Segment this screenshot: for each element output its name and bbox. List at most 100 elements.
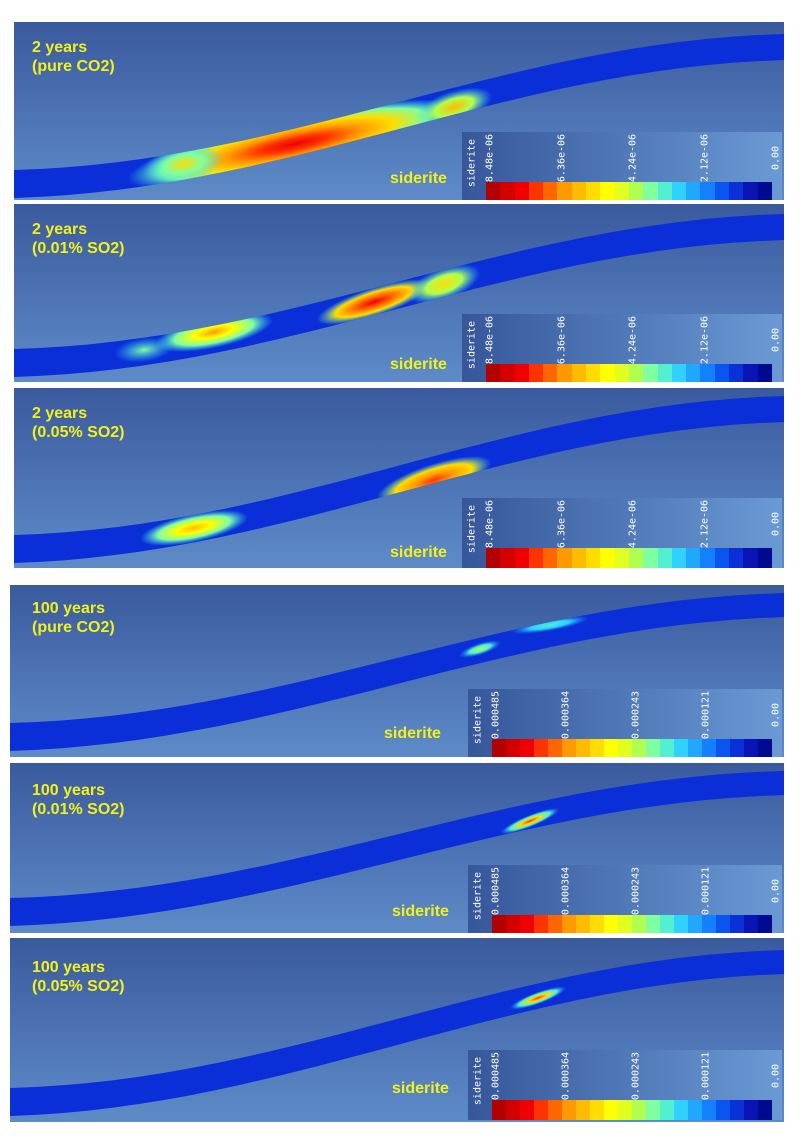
colorbar-swatch — [492, 739, 506, 757]
colorbar-tick-label: 6.36e-06 — [555, 315, 569, 365]
colorbar-swatch — [729, 548, 744, 568]
panel-title: 2 years (0.01% SO2) — [32, 220, 124, 258]
colorbar-title-text: siderite — [466, 320, 478, 370]
colorbar-swatch — [646, 1100, 660, 1120]
colorbar-swatch — [534, 915, 548, 933]
colorbar-title-text: siderite — [466, 138, 478, 188]
colorbar-swatch — [500, 364, 515, 382]
colorbar-swatch — [604, 739, 618, 757]
simulation-panel: 2 years (pure CO2) siderite siderite 8.48e-0… — [14, 22, 784, 200]
tick-text: 0.000364 — [560, 866, 572, 916]
variable-label: siderite — [392, 1080, 449, 1097]
colorbar-tick-label: 0.000364 — [559, 866, 573, 916]
tick-text: 0.00 — [770, 327, 782, 353]
tick-text: 0.00 — [770, 1063, 782, 1089]
colorbar-swatch — [586, 364, 601, 382]
colorbar-swatch — [660, 1100, 674, 1120]
colorbar-tick-label: 8.48e-06 — [483, 499, 497, 549]
tick-text: 0.000485 — [490, 1051, 502, 1101]
panel-time-label: 2 years — [32, 221, 88, 238]
tick-text: 4.24e-06 — [627, 133, 639, 183]
colorbar-swatch — [671, 182, 687, 200]
colorbar-tick-label: 0.000243 — [629, 690, 643, 740]
colorbar-tick-label: 4.24e-06 — [626, 315, 640, 365]
panel-time-label: 2 years — [32, 39, 88, 56]
colorbar-swatch — [758, 1100, 772, 1120]
colorbar-title: siderite — [463, 502, 481, 556]
colorbar-swatch — [543, 364, 558, 382]
colorbar-swatch — [686, 548, 701, 568]
colorbar-tick-label: 0.00 — [769, 693, 783, 737]
colorbar-swatch — [520, 739, 534, 757]
colorbar-swatch — [700, 548, 715, 568]
colorbar-swatch — [600, 182, 615, 200]
tick-text: 0.000364 — [560, 690, 572, 740]
tick-text: 2.12e-06 — [699, 315, 710, 365]
colorbar — [486, 548, 772, 568]
colorbar-title: siderite — [469, 1054, 487, 1108]
colorbar-swatch — [590, 1100, 604, 1120]
colorbar-swatch — [671, 548, 687, 568]
colorbar-swatch — [643, 364, 658, 382]
colorbar-tick-label: 0.000121 — [699, 1052, 713, 1100]
tick-text: 4.24e-06 — [627, 315, 639, 365]
colorbar-swatch — [628, 548, 644, 568]
colorbar-tick-label: 0.000364 — [559, 690, 573, 740]
colorbar-swatch — [758, 915, 772, 933]
colorbar-tick-label: 0.000243 — [629, 1051, 643, 1101]
tick-text: 0.000243 — [630, 1051, 642, 1101]
colorbar-swatch — [716, 739, 730, 757]
colorbar-legend: siderite 8.48e-06 6.36e-06 4.24e-06 2.12e-06… — [462, 132, 782, 200]
siderite-plume — [415, 87, 493, 127]
colorbar-swatch — [571, 182, 587, 200]
colorbar-tick-label: 2.12e-06 — [698, 500, 712, 548]
tick-text: 6.36e-06 — [556, 315, 567, 365]
colorbar-swatch — [571, 364, 587, 382]
colorbar — [492, 915, 772, 933]
tick-text: 0.000243 — [630, 690, 642, 740]
colorbar-tick-label: 0.000485 — [489, 691, 503, 739]
colorbar-tick-label: 4.24e-06 — [626, 500, 640, 548]
colorbar-swatch — [506, 915, 520, 933]
colorbar-swatch — [758, 739, 772, 757]
colorbar-swatch — [576, 1100, 590, 1120]
colorbar-title: siderite — [463, 318, 481, 372]
colorbar-swatch — [520, 915, 534, 933]
tick-text: 0.000121 — [700, 690, 712, 740]
colorbar-swatch — [500, 182, 515, 200]
colorbar-swatch — [600, 548, 615, 568]
variable-label: siderite — [390, 544, 447, 561]
colorbar-swatch — [557, 548, 572, 568]
colorbar — [492, 739, 772, 757]
colorbar-swatch — [632, 915, 646, 933]
colorbar-tick-label: 0.000121 — [699, 690, 713, 740]
colorbar-swatch — [714, 364, 730, 382]
aquifer-layer — [10, 593, 784, 751]
colorbar-tick-label: 0.00 — [769, 318, 783, 362]
panel-time-label: 2 years — [32, 405, 88, 422]
tick-text: 0.000364 — [560, 1051, 572, 1101]
tick-text: 8.48e-06 — [484, 315, 496, 365]
colorbar-swatch — [716, 1100, 730, 1120]
colorbar-swatch — [557, 364, 572, 382]
colorbar-swatch — [757, 548, 772, 568]
colorbar-swatch — [528, 548, 544, 568]
colorbar-swatch — [628, 364, 644, 382]
panel-time-label: 100 years — [32, 600, 105, 617]
tick-text: 8.48e-06 — [484, 499, 496, 549]
colorbar-swatch — [643, 182, 658, 200]
colorbar-swatch — [714, 548, 730, 568]
colorbar-swatch — [688, 915, 702, 933]
tick-text: 6.36e-06 — [556, 133, 567, 183]
colorbar-tick-label: 0.00 — [769, 869, 783, 913]
simulation-panel: 100 years (0.01% SO2) siderite siderite 0.00… — [10, 763, 784, 933]
colorbar-title: siderite — [463, 136, 481, 190]
colorbar-tick-label: 2.12e-06 — [698, 134, 712, 182]
colorbar-swatch — [562, 1100, 576, 1120]
colorbar-legend: siderite 0.000485 0.000364 0.000243 0.000121… — [468, 689, 782, 757]
colorbar — [492, 1100, 772, 1120]
colorbar-swatch — [743, 548, 758, 568]
panel-scenario-label: (pure CO2) — [32, 619, 115, 636]
colorbar-swatch — [562, 739, 576, 757]
panel-scenario-label: (0.01% SO2) — [32, 801, 125, 818]
